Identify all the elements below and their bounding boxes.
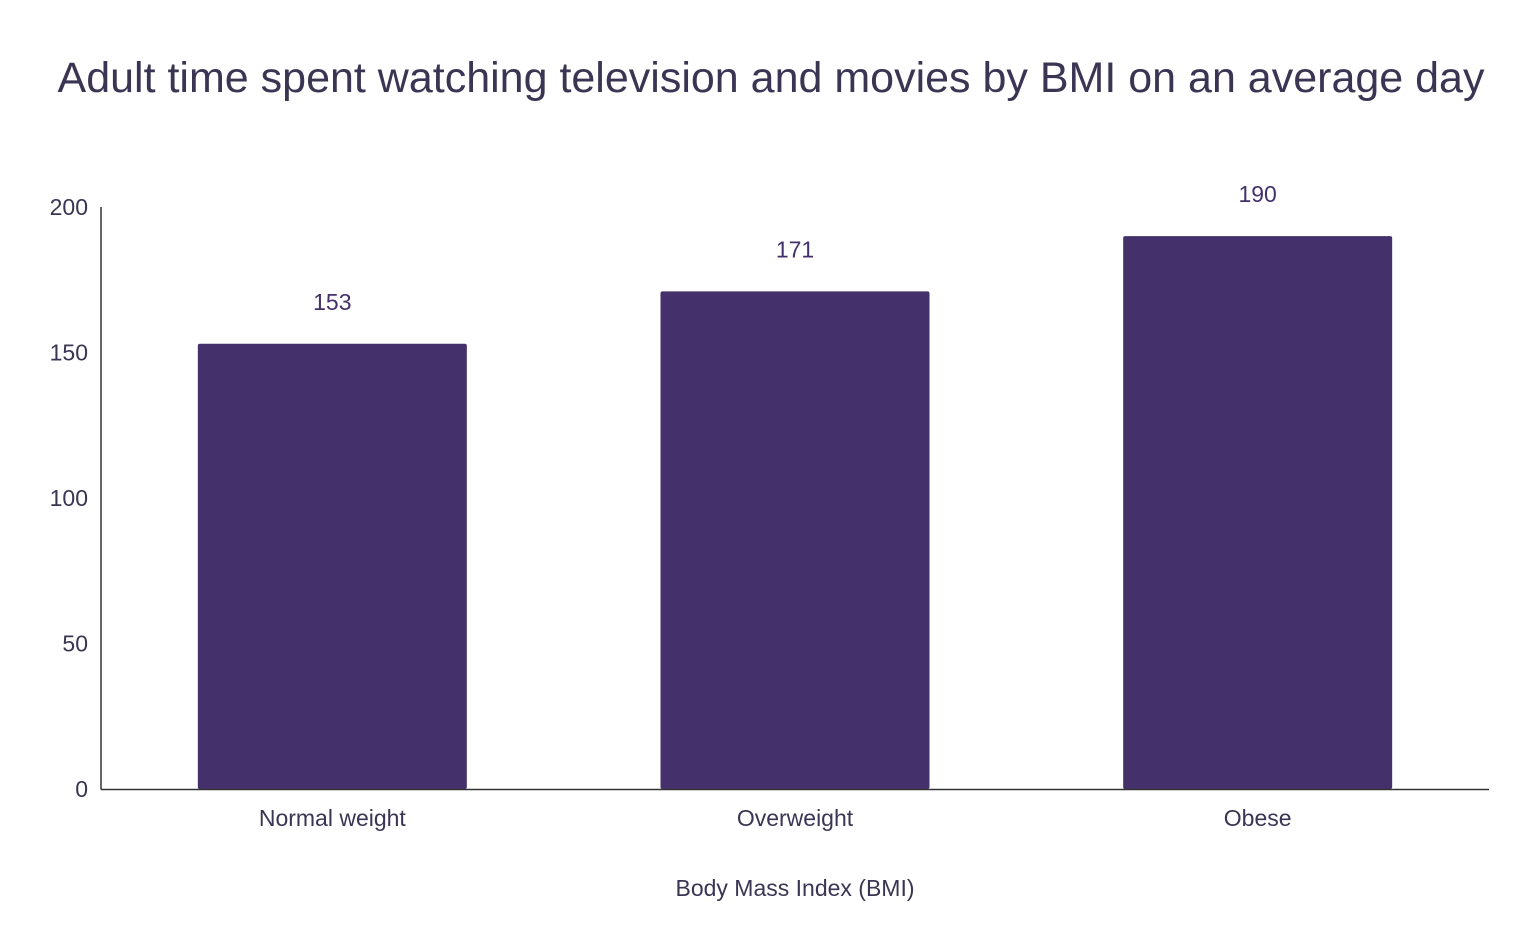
x-tick-label: Normal weight [259, 805, 407, 831]
y-tick-label: 200 [50, 194, 88, 220]
data-label: 171 [776, 236, 814, 262]
chart-title: Adult time spent watching television and… [57, 54, 1485, 102]
data-label: 190 [1238, 181, 1276, 207]
bar [660, 291, 930, 789]
bar [197, 343, 467, 789]
y-tick-label: 150 [50, 340, 88, 366]
bar [1123, 236, 1393, 790]
y-tick-label: 100 [50, 485, 88, 511]
x-tick-label: Obese [1224, 805, 1292, 831]
x-axis-title: Body Mass Index (BMI) [675, 875, 914, 901]
y-tick-label: 0 [75, 776, 88, 802]
y-tick-label: 50 [62, 631, 88, 657]
x-tick-label: Overweight [737, 805, 854, 831]
data-label: 153 [313, 289, 351, 315]
